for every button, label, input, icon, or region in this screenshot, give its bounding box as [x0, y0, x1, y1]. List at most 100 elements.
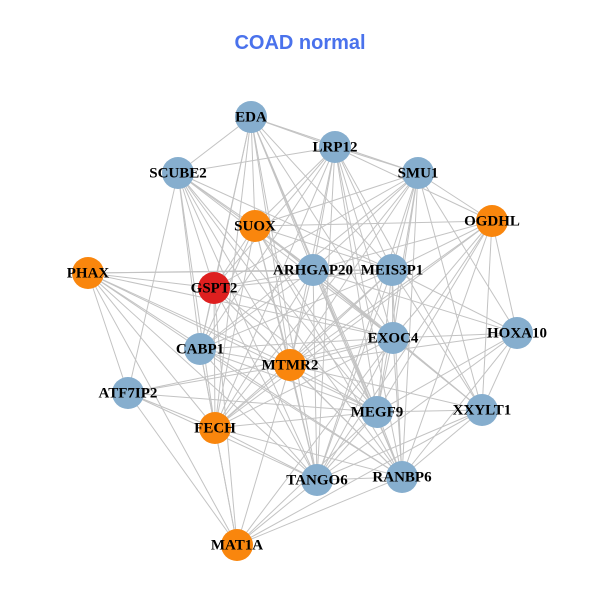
network-edge	[376, 332, 518, 413]
network-edge	[316, 269, 393, 481]
node-label-xxylt1: XXYLT1	[453, 402, 512, 418]
network-node-ranbp6	[386, 461, 418, 493]
network-edge	[254, 225, 393, 271]
network-edge	[312, 269, 318, 481]
network-edge	[214, 116, 252, 429]
network-edge	[392, 332, 518, 339]
network-edge	[289, 364, 483, 411]
node-label-suox: SUOX	[234, 218, 276, 234]
network-edge	[87, 272, 129, 394]
network-edge	[213, 146, 336, 289]
network-edge	[391, 172, 419, 271]
network-edge	[250, 116, 318, 481]
network-edge	[177, 172, 394, 339]
node-label-exoc4: EXOC4	[368, 330, 419, 346]
network-edge	[199, 269, 393, 350]
network-edge	[214, 364, 291, 429]
network-node-meis3p1	[376, 254, 408, 286]
network-edge	[289, 220, 493, 366]
network-edge	[87, 272, 394, 339]
network-edge	[236, 337, 394, 546]
network-edge	[401, 172, 419, 478]
label-layer: EDA LRP12 SMU1 SCUBE2 SUOX OGDHL PHAX GSPT2 ARHG…	[67, 109, 547, 553]
network-edge	[87, 272, 215, 289]
network-node-arhgap20	[297, 254, 329, 286]
network-edge	[289, 364, 318, 481]
network-edge	[236, 479, 318, 546]
network-edge	[214, 427, 238, 546]
network-edge	[250, 116, 291, 366]
network-node-scube2	[162, 157, 194, 189]
network-node-mtmr2	[274, 349, 306, 381]
network-node-lrp12	[319, 131, 351, 163]
network-edge	[417, 172, 518, 334]
network-edge	[316, 332, 518, 481]
network-edge	[289, 364, 403, 478]
network-node-smu1	[402, 157, 434, 189]
network-edge	[236, 476, 403, 546]
network-edge	[213, 287, 318, 481]
network-edge	[214, 337, 394, 429]
node-label-atf7ip2: ATF7IP2	[99, 385, 158, 401]
node-label-eda: EDA	[235, 109, 267, 125]
network-edge	[236, 409, 483, 546]
network-edge	[391, 269, 518, 334]
node-label-hoxa10: HOXA10	[487, 325, 547, 341]
network-node-atf7ip2	[112, 377, 144, 409]
network-edge	[177, 172, 216, 429]
network-edge	[391, 269, 483, 411]
network-edge	[127, 392, 238, 546]
network-edge	[392, 172, 419, 339]
network-edge	[214, 411, 378, 429]
network-edge	[177, 172, 378, 413]
network-edge	[199, 337, 394, 350]
network-edge	[391, 269, 403, 478]
network-edge	[127, 172, 179, 394]
node-label-tango6: TANGO6	[286, 472, 348, 488]
node-label-arhgap20: ARHGAP20	[273, 262, 353, 278]
network-edge	[312, 146, 336, 271]
node-label-ogdhl: OGDHL	[464, 213, 520, 229]
network-edge	[491, 220, 518, 334]
network-edge	[391, 220, 493, 271]
network-edge	[392, 337, 483, 411]
node-label-fech: FECH	[194, 420, 236, 436]
network-edge	[177, 172, 393, 271]
network-node-suox	[239, 210, 271, 242]
network-edge	[289, 269, 314, 366]
network-edge	[177, 172, 291, 366]
network-edge	[213, 287, 394, 339]
network-edge	[199, 348, 318, 481]
node-label-scube2: SCUBE2	[149, 165, 207, 181]
network-edge	[250, 116, 393, 271]
network-edge	[177, 172, 215, 289]
network-edge	[214, 220, 493, 429]
network-node-fech	[199, 412, 231, 444]
plot-title: COAD normal	[234, 32, 366, 54]
network-edge	[392, 220, 493, 339]
network-edge	[214, 427, 318, 481]
network-edge	[199, 269, 314, 350]
network-edge	[316, 409, 483, 481]
network-node-hoxa10	[501, 317, 533, 349]
node-layer	[72, 101, 533, 561]
network-node-mat1a	[221, 529, 253, 561]
network-node-exoc4	[377, 322, 409, 354]
node-label-smu1: SMU1	[398, 165, 439, 181]
network-edge	[289, 337, 394, 366]
node-label-megf9: MEGF9	[351, 404, 404, 420]
network-edge	[254, 146, 336, 227]
network-node-xxylt1	[466, 394, 498, 426]
network-edge	[127, 364, 291, 394]
node-label-gspt2: GSPT2	[191, 280, 238, 296]
network-edge	[214, 269, 314, 429]
node-label-meis3p1: MEIS3P1	[361, 262, 424, 278]
network-edge	[254, 172, 419, 227]
node-label-ranbp6: RANBP6	[372, 469, 432, 485]
network-edge	[401, 409, 483, 478]
network-edge	[289, 364, 378, 413]
network-edge	[392, 337, 403, 478]
network-node-phax	[72, 257, 104, 289]
